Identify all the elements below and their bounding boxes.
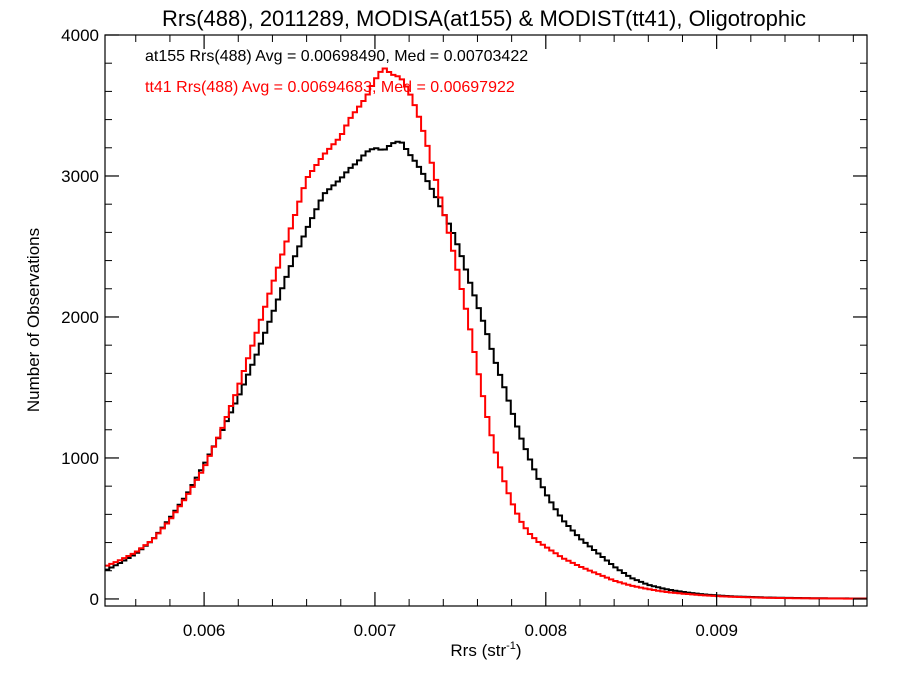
histogram-series-1 bbox=[105, 67, 867, 600]
y-tick-label: 4000 bbox=[61, 26, 99, 45]
y-axis-label: Number of Observations bbox=[24, 228, 43, 412]
y-axis: 0 1000 2000 3000 4000 bbox=[61, 26, 867, 609]
x-tick-label: 0.008 bbox=[525, 621, 568, 640]
x-axis-label-superscript: -1 bbox=[506, 640, 516, 652]
annotation-tt41-stats: tt41 Rrs(488) Avg = 0.00694683, Med = 0.… bbox=[145, 79, 515, 96]
y-tick-label: 0 bbox=[90, 590, 99, 609]
x-axis: 0.006 0.007 0.008 0.009 bbox=[135, 35, 854, 640]
x-axis-label-close: ) bbox=[516, 641, 522, 660]
x-tick-label: 0.009 bbox=[695, 621, 738, 640]
x-axis-label: Rrs (str-1) bbox=[450, 640, 521, 660]
x-axis-label-text: Rrs (str bbox=[450, 641, 506, 660]
y-tick-label: 2000 bbox=[61, 308, 99, 327]
x-tick-label: 0.007 bbox=[354, 621, 397, 640]
y-tick-label: 3000 bbox=[61, 167, 99, 186]
x-tick-label: 0.006 bbox=[183, 621, 226, 640]
plot-frame bbox=[104, 34, 868, 607]
histogram-series-0 bbox=[105, 140, 867, 600]
chart-title: Rrs(488), 2011289, MODISA(at155) & MODIS… bbox=[162, 6, 806, 31]
y-tick-label: 1000 bbox=[61, 449, 99, 468]
series-layer bbox=[105, 67, 867, 600]
annotation-at155-stats: at155 Rrs(488) Avg = 0.00698490, Med = 0… bbox=[145, 48, 528, 65]
